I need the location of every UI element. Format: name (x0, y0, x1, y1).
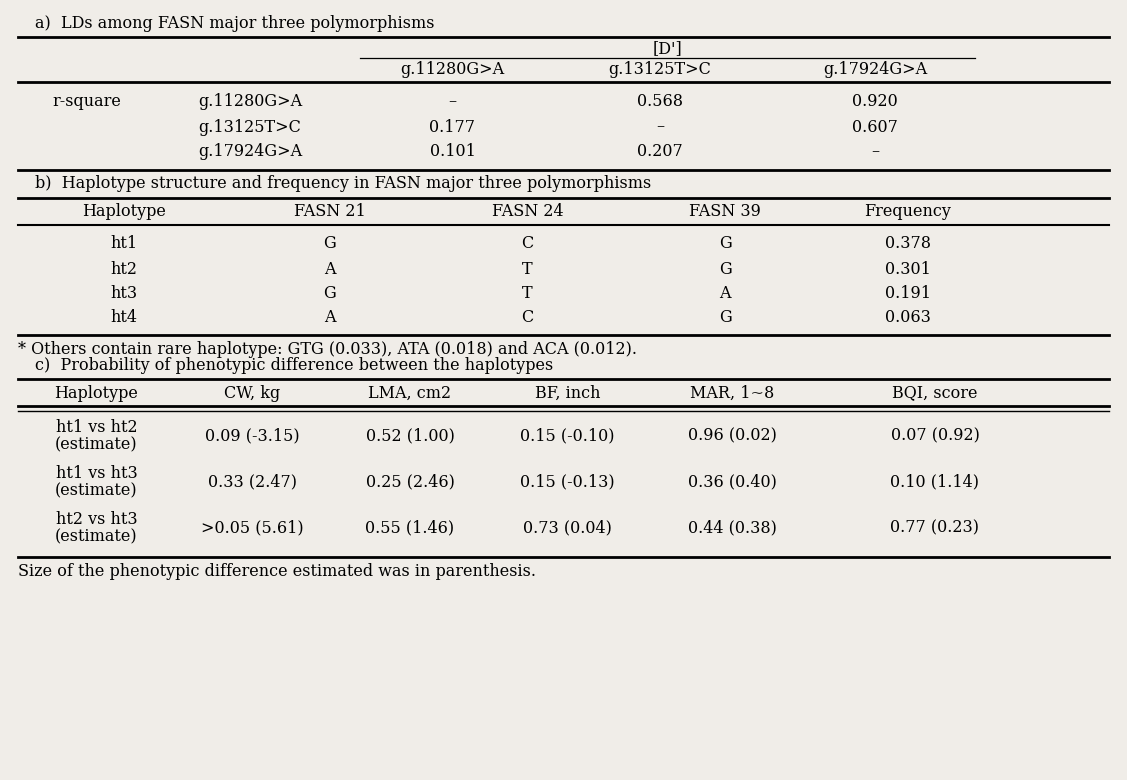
Text: g.13125T>C: g.13125T>C (198, 119, 301, 136)
Text: 0.36 (0.40): 0.36 (0.40) (689, 473, 777, 491)
Text: –: – (656, 119, 664, 136)
Text: g.11280G>A: g.11280G>A (198, 94, 302, 111)
Text: ht1: ht1 (110, 236, 137, 253)
Text: g.11280G>A: g.11280G>A (400, 62, 505, 79)
Text: ht1 vs ht2: ht1 vs ht2 (55, 419, 137, 435)
Text: g.17924G>A: g.17924G>A (823, 62, 928, 79)
Text: (estimate): (estimate) (55, 437, 137, 453)
Text: 0.378: 0.378 (885, 236, 931, 253)
Text: 0.77 (0.23): 0.77 (0.23) (890, 519, 979, 537)
Text: CW, kg: CW, kg (224, 385, 281, 402)
Text: 0.07 (0.92): 0.07 (0.92) (890, 427, 979, 445)
Text: Haplotype: Haplotype (82, 204, 166, 221)
Text: 0.101: 0.101 (429, 144, 476, 161)
Text: G: G (323, 285, 336, 302)
Text: 0.207: 0.207 (637, 144, 683, 161)
Text: b)  Haplotype structure and frequency in FASN major three polymorphisms: b) Haplotype structure and frequency in … (35, 176, 651, 193)
Text: a)  LDs among FASN major three polymorphisms: a) LDs among FASN major three polymorphi… (35, 15, 435, 31)
Text: 0.177: 0.177 (429, 119, 476, 136)
Text: LMA, cm2: LMA, cm2 (369, 385, 452, 402)
Text: G: G (719, 236, 731, 253)
Text: BF, inch: BF, inch (534, 385, 601, 402)
Text: [D']: [D'] (653, 41, 682, 58)
Text: 0.96 (0.02): 0.96 (0.02) (689, 427, 777, 445)
Text: ht3: ht3 (110, 285, 137, 302)
Text: 0.063: 0.063 (885, 310, 931, 327)
Text: 0.33 (2.47): 0.33 (2.47) (208, 473, 298, 491)
Text: G: G (719, 310, 731, 327)
Text: 0.55 (1.46): 0.55 (1.46) (365, 519, 454, 537)
Text: * Others contain rare haplotype: GTG (0.033), ATA (0.018) and ACA (0.012).: * Others contain rare haplotype: GTG (0.… (18, 341, 637, 357)
Text: 0.920: 0.920 (852, 94, 898, 111)
Text: BQI, score: BQI, score (893, 385, 978, 402)
Text: ht2: ht2 (110, 261, 137, 278)
Text: 0.15 (-0.10): 0.15 (-0.10) (521, 427, 614, 445)
Text: C: C (522, 310, 533, 327)
Text: T: T (522, 261, 533, 278)
Text: ht1 vs ht3: ht1 vs ht3 (55, 465, 137, 481)
Text: A: A (325, 261, 336, 278)
Text: Size of the phenotypic difference estimated was in parenthesis.: Size of the phenotypic difference estima… (18, 562, 536, 580)
Text: FASN 21: FASN 21 (294, 204, 366, 221)
Text: 0.607: 0.607 (852, 119, 898, 136)
Text: –: – (449, 94, 456, 111)
Text: A: A (325, 310, 336, 327)
Text: (estimate): (estimate) (55, 483, 137, 499)
Text: ht4: ht4 (110, 310, 137, 327)
Text: Frequency: Frequency (864, 204, 951, 221)
Text: 0.191: 0.191 (885, 285, 931, 302)
Text: 0.52 (1.00): 0.52 (1.00) (365, 427, 454, 445)
Text: MAR, 1~8: MAR, 1~8 (691, 385, 774, 402)
Text: g.13125T>C: g.13125T>C (609, 62, 711, 79)
Text: g.17924G>A: g.17924G>A (198, 144, 302, 161)
Text: (estimate): (estimate) (55, 529, 137, 545)
Text: C: C (522, 236, 533, 253)
Text: >0.05 (5.61): >0.05 (5.61) (202, 519, 304, 537)
Text: T: T (522, 285, 533, 302)
Text: Haplotype: Haplotype (54, 385, 139, 402)
Text: 0.10 (1.14): 0.10 (1.14) (890, 473, 979, 491)
Text: FASN 24: FASN 24 (491, 204, 564, 221)
Text: r-square: r-square (52, 94, 121, 111)
Text: 0.73 (0.04): 0.73 (0.04) (523, 519, 612, 537)
Text: 0.09 (-3.15): 0.09 (-3.15) (205, 427, 300, 445)
Text: c)  Probability of phenotypic difference between the haplotypes: c) Probability of phenotypic difference … (35, 356, 553, 374)
Text: 0.44 (0.38): 0.44 (0.38) (689, 519, 777, 537)
Text: A: A (719, 285, 730, 302)
Text: FASN 39: FASN 39 (689, 204, 761, 221)
Text: 0.15 (-0.13): 0.15 (-0.13) (521, 473, 615, 491)
Text: 0.25 (2.46): 0.25 (2.46) (365, 473, 454, 491)
Text: –: – (871, 144, 879, 161)
Text: G: G (719, 261, 731, 278)
Text: 0.568: 0.568 (637, 94, 683, 111)
Text: 0.301: 0.301 (885, 261, 931, 278)
Text: ht2 vs ht3: ht2 vs ht3 (55, 510, 137, 527)
Text: G: G (323, 236, 336, 253)
